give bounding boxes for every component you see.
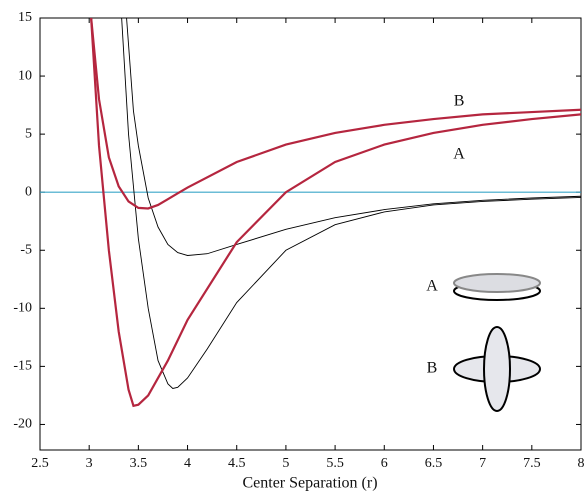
annotation: B <box>454 92 465 109</box>
inset-a: A <box>426 273 541 301</box>
inset-label: B <box>427 360 438 377</box>
series-line <box>90 18 581 210</box>
x-tick-label: 6.5 <box>425 456 443 471</box>
inset-label: A <box>426 278 438 295</box>
annotation: A <box>453 146 465 163</box>
series-line <box>121 18 581 389</box>
y-tick-label: -10 <box>13 301 32 316</box>
x-tick-label: 5.5 <box>326 456 344 471</box>
x-tick-label: 4 <box>184 456 191 471</box>
y-tick-label: 5 <box>25 126 32 141</box>
y-tick-label: -15 <box>13 359 32 374</box>
y-tick-label: -5 <box>20 242 32 257</box>
x-tick-label: 2.5 <box>31 456 49 471</box>
y-tick-label: 15 <box>18 10 32 25</box>
x-tick-label: 3.5 <box>130 456 148 471</box>
x-tick-label: 6 <box>381 456 388 471</box>
x-tick-label: 7 <box>479 456 486 471</box>
x-tick-label: 7.5 <box>523 456 541 471</box>
inset-b: B <box>427 326 541 412</box>
y-tick-label: -20 <box>13 417 32 432</box>
y-tick-label: 10 <box>18 68 32 83</box>
plot-area <box>40 18 581 408</box>
x-tick-label: 3 <box>86 456 93 471</box>
plot-frame <box>39 17 582 451</box>
x-tick-label: 8 <box>578 456 585 471</box>
x-tick-label: 5 <box>282 456 289 471</box>
x-tick-label: 4.5 <box>228 456 246 471</box>
series-line <box>90 18 581 408</box>
series-line <box>126 18 581 256</box>
disk-shape <box>453 273 541 293</box>
x-axis-label: Center Separation (r) <box>242 475 377 492</box>
y-tick-label: 0 <box>25 184 32 199</box>
disk-shape <box>483 326 511 412</box>
